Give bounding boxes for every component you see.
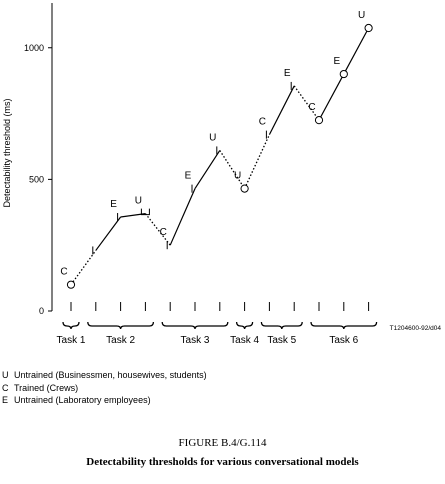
- data-point-label: E: [333, 56, 340, 67]
- figure-title: Detectability thresholds for various con…: [86, 456, 359, 468]
- figure-label: FIGURE B.4/G.114: [178, 437, 267, 449]
- series-segment: [293, 85, 320, 121]
- data-point-marker: [240, 184, 249, 193]
- data-point-label: U: [135, 196, 142, 207]
- y-tick-label: 500: [29, 174, 44, 184]
- figure-code: T1204600-92/d04: [390, 325, 442, 332]
- data-point-marker: [140, 208, 150, 216]
- series-segment: [219, 150, 246, 189]
- legend-text: Untrained (Businessmen, housewives, stud…: [14, 370, 207, 380]
- y-axis-label: Detectability threshold (ms): [2, 98, 12, 207]
- series-segment: [70, 250, 97, 286]
- data-point-label: U: [358, 10, 365, 21]
- data-point-marker: [364, 23, 373, 33]
- task-label: Task 5: [267, 335, 296, 346]
- legend-entry-u: U Untrained (Businessmen, housewives, st…: [2, 369, 207, 382]
- data-point-label: U: [209, 132, 216, 143]
- data-point-label: C: [160, 227, 167, 238]
- series-segment: [318, 73, 345, 121]
- legend-key: C: [2, 382, 9, 393]
- series-segment: [95, 216, 122, 251]
- data-point-label: C: [60, 267, 67, 278]
- task-label: Task 6: [329, 335, 358, 346]
- data-point-label: E: [110, 199, 117, 210]
- task-label: Task 1: [57, 335, 86, 346]
- series-segment: [343, 27, 370, 75]
- data-point-label: E: [284, 68, 291, 79]
- legend-key: U: [2, 370, 9, 380]
- data-point-marker: [314, 116, 324, 125]
- threshold-chart: 0 500 1000 Detectability threshold (ms) C E U C…: [2, 3, 442, 346]
- task-label: Task 2: [106, 335, 135, 346]
- task-brace: [62, 321, 80, 330]
- task-brace: [161, 321, 229, 330]
- task-brace: [310, 321, 378, 330]
- y-tick-label: 0: [39, 306, 44, 316]
- legend-text: Untrained (Laboratory employees): [14, 395, 151, 405]
- legend-entry-e: E Untrained (Laboratory employees): [2, 394, 207, 407]
- data-point-marker: [339, 69, 348, 79]
- series-segment: [244, 134, 270, 189]
- y-tick-label: 1000: [24, 43, 44, 53]
- legend: U Untrained (Businessmen, housewives, st…: [2, 369, 207, 407]
- task-label: Task 4: [230, 335, 259, 346]
- data-point-marker: [66, 280, 76, 289]
- task-brace: [260, 321, 303, 330]
- legend-key: E: [2, 395, 9, 405]
- task-brace: [235, 321, 254, 330]
- series-segment: [194, 150, 221, 189]
- legend-text: Trained (Crews): [14, 382, 79, 393]
- series-segment: [169, 188, 196, 246]
- task-label: Task 3: [181, 335, 210, 346]
- data-point-label: C: [259, 117, 266, 128]
- legend-entry-c: C Trained (Crews): [2, 382, 207, 395]
- data-point-label: U: [234, 171, 241, 182]
- series-segment: [268, 85, 295, 135]
- data-point-label: C: [308, 102, 315, 113]
- task-brace: [87, 321, 155, 330]
- data-point-label: E: [185, 171, 192, 182]
